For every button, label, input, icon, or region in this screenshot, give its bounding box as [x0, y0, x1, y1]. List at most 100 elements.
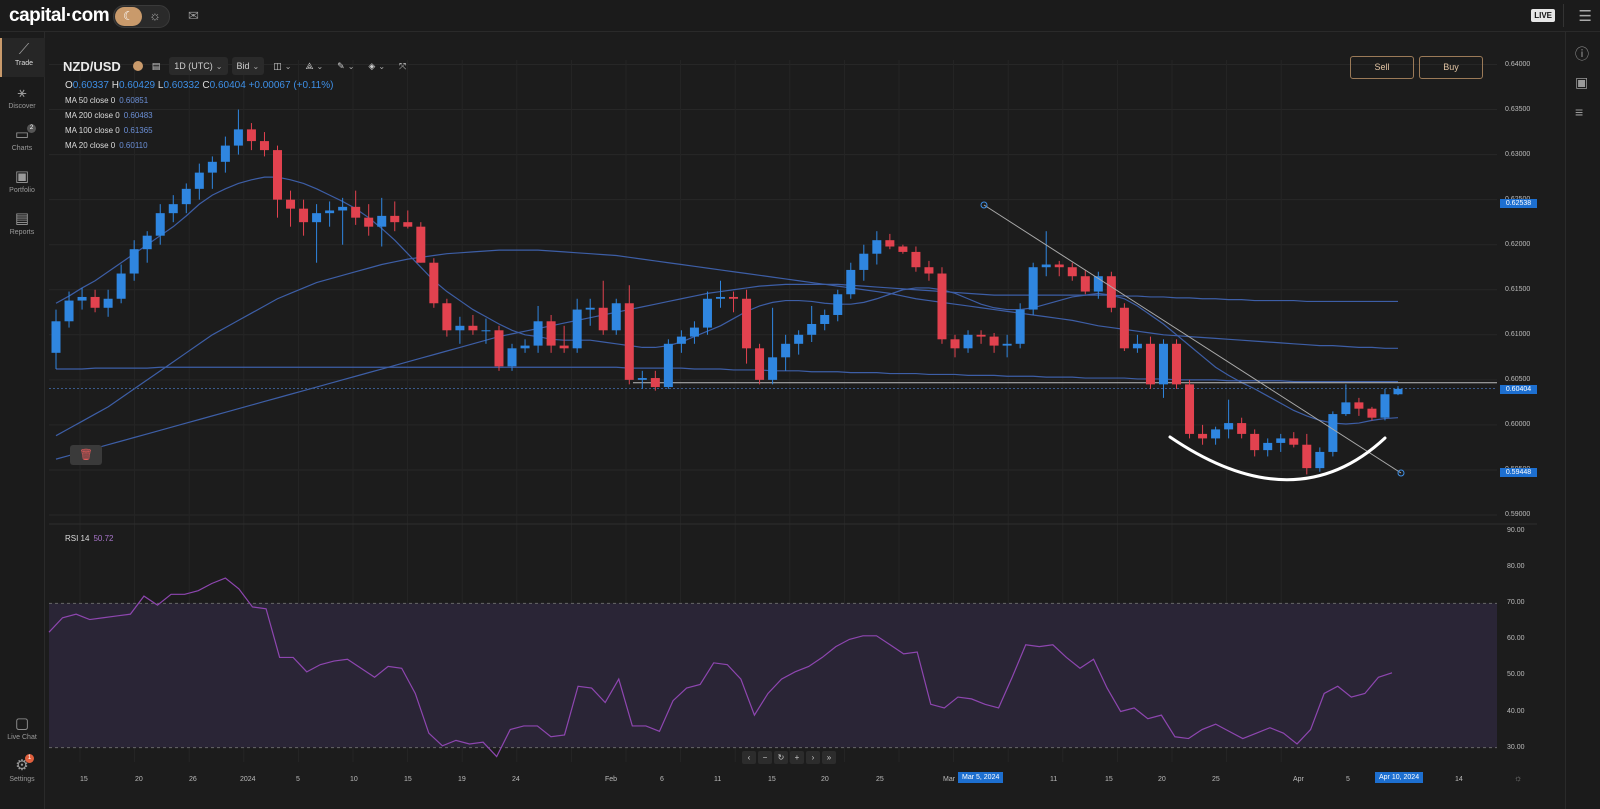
candle-body [246, 129, 256, 142]
rsi-tick-label: 50.00 [1507, 671, 1525, 679]
theme-toggle[interactable]: ☾ ☼ [113, 5, 170, 28]
mail-icon[interactable]: ✉ [188, 8, 199, 23]
time-tick-label: 20 [1158, 776, 1166, 783]
candle-body [859, 253, 869, 270]
chevron-down-icon: ⌄ [316, 61, 324, 71]
candle-body [846, 269, 856, 295]
candle-body [820, 314, 830, 324]
rsi-line [48, 577, 1393, 758]
ma200-legend[interactable]: MA 200 close 0 0.60483 [65, 111, 153, 120]
candle-body [1158, 343, 1168, 385]
ma20-legend[interactable]: MA 20 close 0 0.60110 [65, 141, 148, 150]
rsi-tick-label: 30.00 [1507, 743, 1525, 751]
time-settings-icon[interactable]: ☼ [1514, 773, 1523, 783]
sidebar-item-settings[interactable]: ⚙ Settings 1 [0, 754, 44, 783]
capital-logo[interactable]: capital·com [9, 5, 110, 26]
rsi-tick-label: 80.00 [1507, 563, 1525, 571]
candle-body [286, 199, 296, 209]
ma-label: MA 100 close 0 [65, 126, 120, 135]
info-icon[interactable]: ⓘ [1575, 46, 1589, 62]
save-icon[interactable]: ▣ [1575, 74, 1589, 90]
menu-icon[interactable]: ☰ [1578, 8, 1592, 25]
scroll-right-button[interactable]: › [806, 751, 820, 764]
interval-select[interactable]: 1D (UTC) ⌄ [169, 57, 228, 75]
price-tick-label: 0.63000 [1505, 150, 1531, 158]
candle-body [742, 298, 752, 349]
candle-body [338, 206, 348, 211]
candle-body [181, 188, 191, 205]
delete-drawing-button[interactable]: 🗑 [70, 445, 102, 465]
sun-icon: ☼ [149, 8, 161, 23]
sidebar-item-reports[interactable]: ▤ Reports [0, 210, 44, 236]
candle-body [442, 303, 452, 331]
chart-canvas[interactable] [45, 32, 1565, 809]
candle-type-button[interactable]: ◫ ⌄ [273, 60, 292, 71]
zoom-out-button[interactable]: − [758, 751, 772, 764]
time-highlight-left: Mar 5, 2024 [958, 772, 1004, 783]
layers-button[interactable]: ◈ ⌄ [368, 60, 386, 71]
sidebar-item-portfolio[interactable]: ▣ Portfolio [0, 168, 44, 194]
reports-icon: ▤ [14, 210, 30, 227]
chart-nav-buttons: ‹ − ↻ + › » [742, 751, 836, 764]
candle-body [1315, 451, 1325, 469]
zoom-in-button[interactable]: + [790, 751, 804, 764]
time-tick-label: Apr [1293, 776, 1304, 783]
candle-body [1250, 433, 1260, 451]
candle-body [77, 296, 87, 301]
candle-body [976, 334, 986, 337]
candle-body [1015, 309, 1025, 344]
chevron-down-icon: ⌄ [284, 61, 292, 71]
sidebar-item-discover[interactable]: ⚹ Discover [0, 84, 44, 110]
portfolio-icon: ▣ [14, 168, 30, 185]
buy-button[interactable]: Buy [1419, 56, 1483, 79]
price-tag-low: 0.59448 [1500, 468, 1537, 477]
time-highlight-right: Apr 10, 2024 [1375, 772, 1424, 783]
candle-body [507, 348, 517, 367]
price-tag-high: 0.62538 [1500, 199, 1537, 208]
sidebar-item-label: Reports [9, 229, 35, 236]
ma-value: 0.60483 [123, 111, 153, 120]
time-tick-label: 24 [512, 776, 520, 783]
candle-body [637, 378, 647, 380]
time-tick-label: 14 [1455, 776, 1463, 783]
candle-body [585, 307, 595, 310]
sell-button[interactable]: Sell [1350, 56, 1414, 79]
compare-icon[interactable]: ▤ [151, 60, 161, 71]
fullscreen-icon[interactable]: ⤧ [399, 60, 407, 71]
candle-body [611, 303, 621, 331]
list-icon[interactable]: ≡ [1575, 104, 1584, 120]
time-tick-label: Mar [943, 776, 956, 783]
symbol-label[interactable]: NZD/USD [63, 58, 121, 74]
chart-area[interactable]: NZD/USD ▤ 1D (UTC) ⌄ Bid ⌄ ◫ ⌄ ⟁ ⌄ ✎ ⌄ ◈ ⌄ ⤧ S… [45, 32, 1565, 809]
price-type-select[interactable]: Bid ⌄ [231, 57, 265, 75]
time-tick-label: 15 [1105, 776, 1113, 783]
sidebar-item-charts[interactable]: ▭ Charts 2 [0, 124, 44, 152]
scroll-left-button[interactable]: ‹ [742, 751, 756, 764]
pen-tool-button[interactable]: ✎ ⌄ [337, 60, 355, 71]
rsi-legend[interactable]: RSI 14 50.72 [65, 534, 114, 543]
candle-body [1367, 408, 1377, 418]
live-badge[interactable]: LIVE [1531, 9, 1555, 22]
price-tag-current: 0.60404 [1500, 385, 1537, 394]
candle-body [872, 240, 882, 254]
reset-button[interactable]: ↻ [774, 751, 788, 764]
sidebar-item-live-chat[interactable]: ▢ Live Chat [0, 715, 44, 741]
ma100-legend[interactable]: MA 100 close 0 0.61365 [65, 126, 153, 135]
rsi-tick-label: 70.00 [1507, 599, 1525, 607]
candle-body [1393, 388, 1403, 395]
go-to-latest-button[interactable]: » [822, 751, 836, 764]
rsi-tick-label: 40.00 [1507, 707, 1525, 715]
candle-body [429, 262, 439, 304]
drawing-tools-button[interactable]: ⟁ ⌄ [305, 60, 324, 71]
sidebar-item-trade[interactable]: ⟋ Trade [0, 38, 46, 77]
trend-line [983, 204, 1402, 474]
candle-body [1145, 343, 1155, 385]
rsi-value: 50.72 [93, 534, 114, 543]
ma-label: MA 50 close 0 [65, 96, 116, 105]
candle-body [1276, 438, 1286, 443]
rsi-tick-label: 60.00 [1507, 635, 1525, 643]
candle-body [312, 213, 322, 223]
candle-body [533, 321, 543, 346]
ma50-legend[interactable]: MA 50 close 0 0.60851 [65, 96, 148, 105]
candle-body [325, 210, 335, 214]
